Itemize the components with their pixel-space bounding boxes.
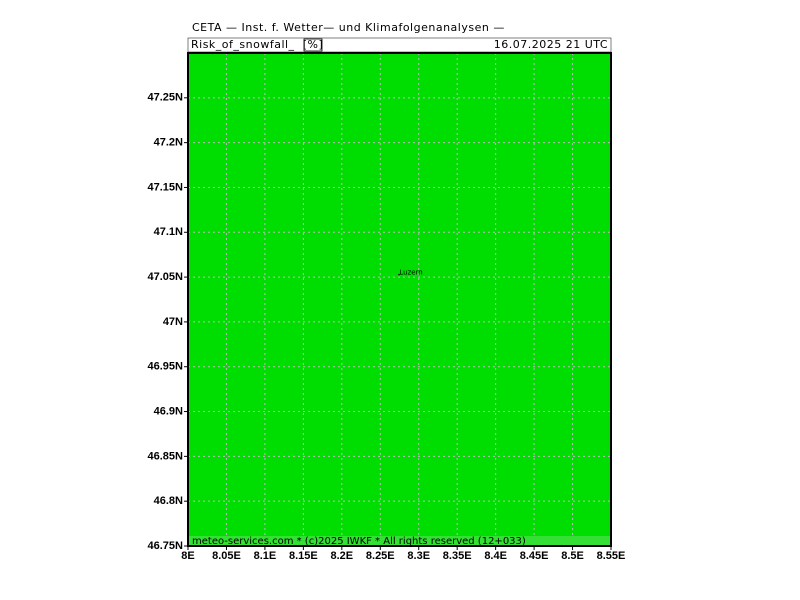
unit: [%] <box>303 38 324 51</box>
x-tick-label: 8E <box>181 550 194 562</box>
y-tick-label: 46.75N <box>148 540 184 552</box>
x-tick-label: 8.1E <box>254 550 277 562</box>
y-tick-label: 47.15N <box>148 181 184 193</box>
x-tick-label: 8.4E <box>484 550 507 562</box>
y-tick-label: 47.2N <box>154 137 183 149</box>
place-label: Luzern <box>399 269 422 277</box>
x-tick-label: 8.3E <box>407 550 430 562</box>
y-tick-label: 47.25N <box>148 92 184 104</box>
y-tick-label: 46.9N <box>154 405 183 417</box>
map-field <box>188 53 611 546</box>
y-tick-label: 47N <box>163 316 183 328</box>
x-tick-label: 8.45E <box>520 550 549 562</box>
x-tick-label: 8.35E <box>443 550 472 562</box>
variable: Risk_of_snowfall_ <box>191 38 295 51</box>
x-tick-label: 8.55E <box>597 550 626 562</box>
valid-time: 16.07.2025 21 UTC <box>494 38 608 51</box>
place-marker <box>398 273 400 276</box>
y-tick-label: 46.8N <box>154 495 183 507</box>
y-tick-label: 47.05N <box>148 271 184 283</box>
x-tick-label: 8.05E <box>212 550 241 562</box>
y-tick-label: 47.1N <box>154 226 183 238</box>
title: CETA — Inst. f. Wetter— und Klimafolgena… <box>192 21 505 34</box>
x-tick-label: 8.25E <box>366 550 395 562</box>
footer-band <box>188 536 611 546</box>
x-tick-label: 8.2E <box>330 550 353 562</box>
footer: meteo-services.com * (c)2025 IWKF * All … <box>192 536 526 547</box>
y-tick-label: 46.95N <box>148 361 184 373</box>
y-tick-label: 46.85N <box>148 450 184 462</box>
x-tick-label: 8.15E <box>289 550 318 562</box>
unit-box <box>303 38 323 52</box>
map-frame <box>187 52 612 547</box>
x-tick-label: 8.5E <box>561 550 584 562</box>
